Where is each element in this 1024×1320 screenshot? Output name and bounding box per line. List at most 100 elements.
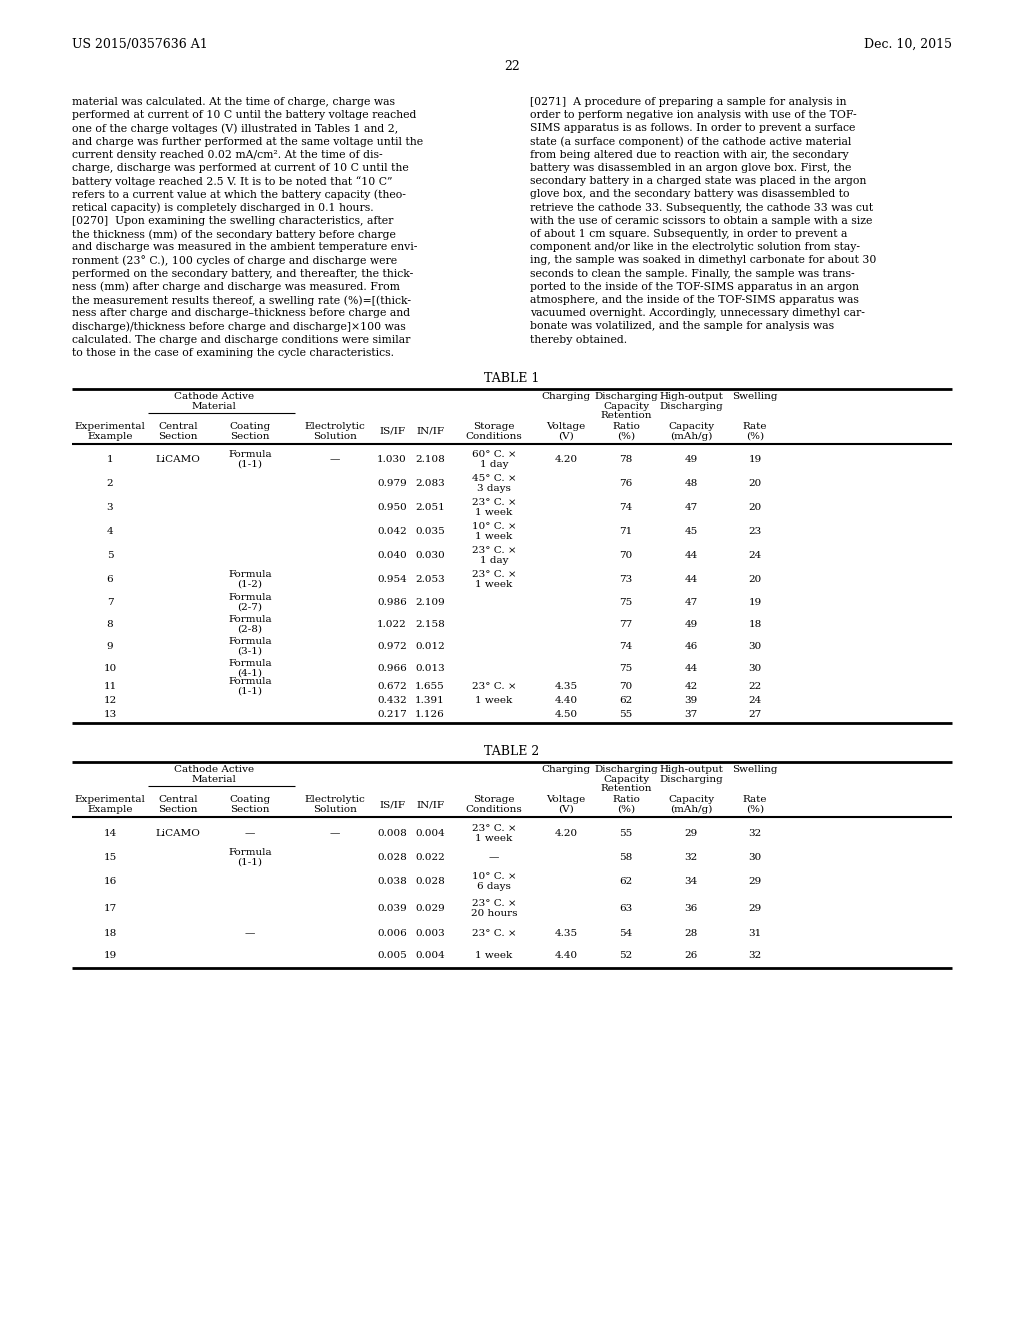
- Text: 2.083: 2.083: [415, 479, 444, 488]
- Text: Voltage: Voltage: [547, 795, 586, 804]
- Text: one of the charge voltages (V) illustrated in Tables 1 and 2,: one of the charge voltages (V) illustrat…: [72, 123, 398, 133]
- Text: 20: 20: [749, 503, 762, 512]
- Text: Solution: Solution: [313, 432, 357, 441]
- Text: Discharging: Discharging: [594, 392, 657, 401]
- Text: 10° C. ×: 10° C. ×: [472, 873, 516, 880]
- Text: Formula: Formula: [228, 677, 271, 686]
- Text: 0.006: 0.006: [377, 929, 407, 939]
- Text: the measurement results thereof, a swelling rate (%)=[(thick-: the measurement results thereof, a swell…: [72, 294, 411, 305]
- Text: charge, discharge was performed at current of 10 C until the: charge, discharge was performed at curre…: [72, 162, 409, 173]
- Text: Ratio: Ratio: [612, 422, 640, 432]
- Text: Rate: Rate: [742, 422, 767, 432]
- Text: Formula: Formula: [228, 615, 271, 624]
- Text: 19: 19: [749, 598, 762, 607]
- Text: ported to the inside of the TOF-SIMS apparatus in an argon: ported to the inside of the TOF-SIMS app…: [530, 281, 859, 292]
- Text: 8: 8: [106, 620, 114, 630]
- Text: 70: 70: [620, 550, 633, 560]
- Text: Section: Section: [159, 432, 198, 441]
- Text: ness after charge and discharge–thickness before charge and: ness after charge and discharge–thicknes…: [72, 308, 411, 318]
- Text: Experimental: Experimental: [75, 422, 145, 432]
- Text: 2.053: 2.053: [415, 576, 444, 583]
- Text: —: —: [488, 853, 499, 862]
- Text: 1 week: 1 week: [475, 696, 513, 705]
- Text: and discharge was measured in the ambient temperature envi-: and discharge was measured in the ambien…: [72, 242, 418, 252]
- Text: 45° C. ×: 45° C. ×: [472, 474, 516, 483]
- Text: Discharging: Discharging: [659, 775, 723, 784]
- Text: 14: 14: [103, 829, 117, 838]
- Text: 0.950: 0.950: [377, 503, 407, 512]
- Text: 2.051: 2.051: [415, 503, 444, 512]
- Text: 0.217: 0.217: [377, 710, 407, 719]
- Text: ing, the sample was soaked in dimethyl carbonate for about 30: ing, the sample was soaked in dimethyl c…: [530, 255, 877, 265]
- Text: 74: 74: [620, 503, 633, 512]
- Text: Retention: Retention: [600, 411, 651, 420]
- Text: 4.35: 4.35: [554, 929, 578, 939]
- Text: 0.030: 0.030: [415, 550, 444, 560]
- Text: 1.126: 1.126: [415, 710, 444, 719]
- Text: 0.038: 0.038: [377, 876, 407, 886]
- Text: 0.979: 0.979: [377, 479, 407, 488]
- Text: Coating: Coating: [229, 422, 270, 432]
- Text: 60° C. ×: 60° C. ×: [472, 450, 516, 459]
- Text: 47: 47: [684, 598, 697, 607]
- Text: secondary battery in a charged state was placed in the argon: secondary battery in a charged state was…: [530, 176, 866, 186]
- Text: 0.028: 0.028: [377, 853, 407, 862]
- Text: Material: Material: [191, 775, 237, 784]
- Text: 6 days: 6 days: [477, 882, 511, 891]
- Text: 1 day: 1 day: [480, 556, 508, 565]
- Text: 55: 55: [620, 710, 633, 719]
- Text: (3-1): (3-1): [238, 647, 262, 656]
- Text: 77: 77: [620, 620, 633, 630]
- Text: —: —: [245, 929, 255, 939]
- Text: (mAh/g): (mAh/g): [670, 805, 712, 814]
- Text: ness (mm) after charge and discharge was measured. From: ness (mm) after charge and discharge was…: [72, 281, 400, 292]
- Text: 28: 28: [684, 929, 697, 939]
- Text: 26: 26: [684, 950, 697, 960]
- Text: 0.954: 0.954: [377, 576, 407, 583]
- Text: Solution: Solution: [313, 805, 357, 814]
- Text: performed on the secondary battery, and thereafter, the thick-: performed on the secondary battery, and …: [72, 268, 414, 279]
- Text: the thickness (mm) of the secondary battery before charge: the thickness (mm) of the secondary batt…: [72, 228, 396, 239]
- Text: Swelling: Swelling: [732, 392, 778, 401]
- Text: 0.035: 0.035: [415, 527, 444, 536]
- Text: Formula: Formula: [228, 570, 271, 579]
- Text: 31: 31: [749, 929, 762, 939]
- Text: battery voltage reached 2.5 V. It is to be noted that “10 C”: battery voltage reached 2.5 V. It is to …: [72, 176, 392, 187]
- Text: 20: 20: [749, 479, 762, 488]
- Text: 55: 55: [620, 829, 633, 838]
- Text: 0.005: 0.005: [377, 950, 407, 960]
- Text: battery was disassembled in an argon glove box. First, the: battery was disassembled in an argon glo…: [530, 162, 851, 173]
- Text: (V): (V): [558, 805, 573, 814]
- Text: 23° C. ×: 23° C. ×: [472, 546, 516, 554]
- Text: 30: 30: [749, 664, 762, 673]
- Text: vacuumed overnight. Accordingly, unnecessary dimethyl car-: vacuumed overnight. Accordingly, unneces…: [530, 308, 865, 318]
- Text: 71: 71: [620, 527, 633, 536]
- Text: [0270]  Upon examining the swelling characteristics, after: [0270] Upon examining the swelling chara…: [72, 215, 393, 226]
- Text: 1: 1: [106, 455, 114, 465]
- Text: 0.432: 0.432: [377, 696, 407, 705]
- Text: TABLE 2: TABLE 2: [484, 744, 540, 758]
- Text: 4.40: 4.40: [554, 696, 578, 705]
- Text: 0.039: 0.039: [377, 904, 407, 913]
- Text: (1-1): (1-1): [238, 459, 262, 469]
- Text: IN/IF: IN/IF: [416, 426, 444, 436]
- Text: (V): (V): [558, 432, 573, 441]
- Text: 29: 29: [749, 904, 762, 913]
- Text: 10° C. ×: 10° C. ×: [472, 521, 516, 531]
- Text: 1 week: 1 week: [475, 834, 513, 843]
- Text: [0271]  A procedure of preparing a sample for analysis in: [0271] A procedure of preparing a sample…: [530, 96, 847, 107]
- Text: —: —: [330, 829, 340, 838]
- Text: Formula: Formula: [228, 659, 271, 668]
- Text: 45: 45: [684, 527, 697, 536]
- Text: 20 hours: 20 hours: [471, 909, 517, 917]
- Text: —: —: [245, 829, 255, 838]
- Text: current density reached 0.02 mA/cm². At the time of dis-: current density reached 0.02 mA/cm². At …: [72, 149, 383, 160]
- Text: 0.022: 0.022: [415, 853, 444, 862]
- Text: of about 1 cm square. Subsequently, in order to prevent a: of about 1 cm square. Subsequently, in o…: [530, 228, 848, 239]
- Text: 3 days: 3 days: [477, 484, 511, 492]
- Text: —: —: [330, 455, 340, 465]
- Text: Formula: Formula: [228, 638, 271, 645]
- Text: Formula: Formula: [228, 450, 271, 459]
- Text: Cathode Active: Cathode Active: [174, 392, 254, 401]
- Text: 4.50: 4.50: [554, 710, 578, 719]
